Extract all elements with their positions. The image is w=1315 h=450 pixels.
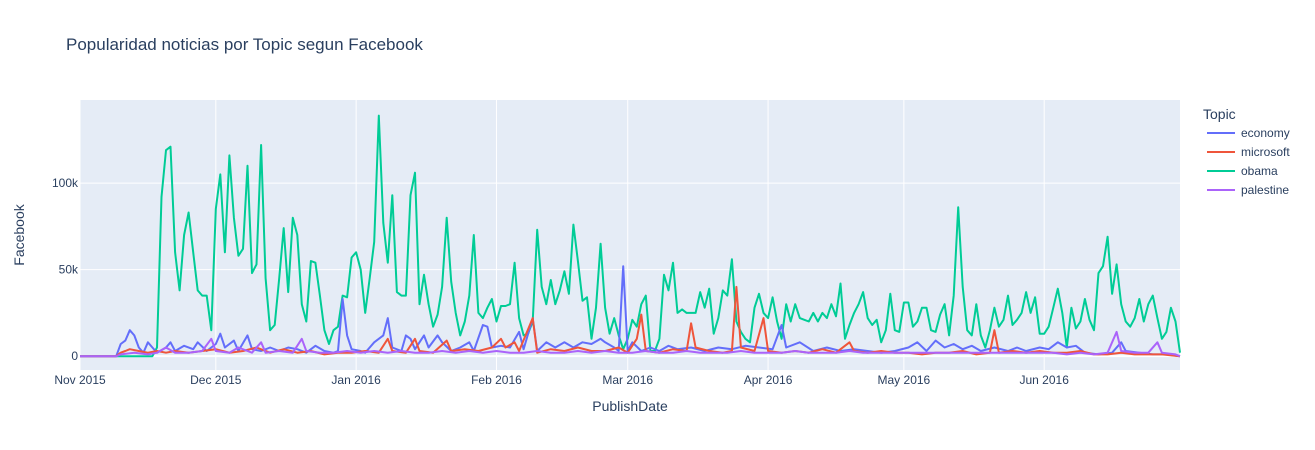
- x-axis-ticks: Nov 2015 Dec 2015 Jan 2016 Feb 2016 Mar 2016…: [54, 373, 1069, 387]
- legend-item-economy[interactable]: economy: [1207, 126, 1290, 140]
- x-axis-title: PublishDate: [592, 398, 668, 414]
- legend-item-palestine[interactable]: palestine: [1207, 183, 1289, 197]
- x-tick-label: May 2016: [878, 373, 931, 387]
- x-tick-label: Nov 2015: [54, 373, 106, 387]
- legend-label: economy: [1241, 126, 1290, 140]
- x-tick-label: Mar 2016: [602, 373, 653, 387]
- series-line-obama: [80, 114, 1181, 358]
- chart-title: Popularidad noticias por Topic segun Fac…: [66, 35, 423, 54]
- series-line-palestine: [80, 330, 1181, 358]
- x-tick-label: Apr 2016: [744, 373, 793, 387]
- series-line-economy: [80, 265, 1181, 358]
- x-tick-label: Jun 2016: [1020, 373, 1070, 387]
- y-tick-label: 0: [71, 349, 78, 363]
- legend-title: Topic: [1203, 106, 1236, 122]
- series-lines: [80, 114, 1181, 358]
- legend-label: palestine: [1241, 183, 1289, 197]
- y-tick-label: 50k: [59, 263, 79, 277]
- x-tick-label: Jan 2016: [331, 373, 381, 387]
- y-axis-ticks: 0 50k 100k: [52, 176, 79, 363]
- y-tick-label: 100k: [52, 176, 79, 190]
- x-tick-label: Feb 2016: [471, 373, 522, 387]
- x-tick-label: Dec 2015: [190, 373, 242, 387]
- legend-item-microsoft[interactable]: microsoft: [1207, 145, 1290, 159]
- legend-label: obama: [1241, 164, 1278, 178]
- legend-label: microsoft: [1241, 145, 1290, 159]
- legend-item-obama[interactable]: obama: [1207, 164, 1278, 178]
- legend[interactable]: Topic economy microsoft obama palestine: [1203, 106, 1290, 197]
- y-axis-title: Facebook: [11, 203, 27, 265]
